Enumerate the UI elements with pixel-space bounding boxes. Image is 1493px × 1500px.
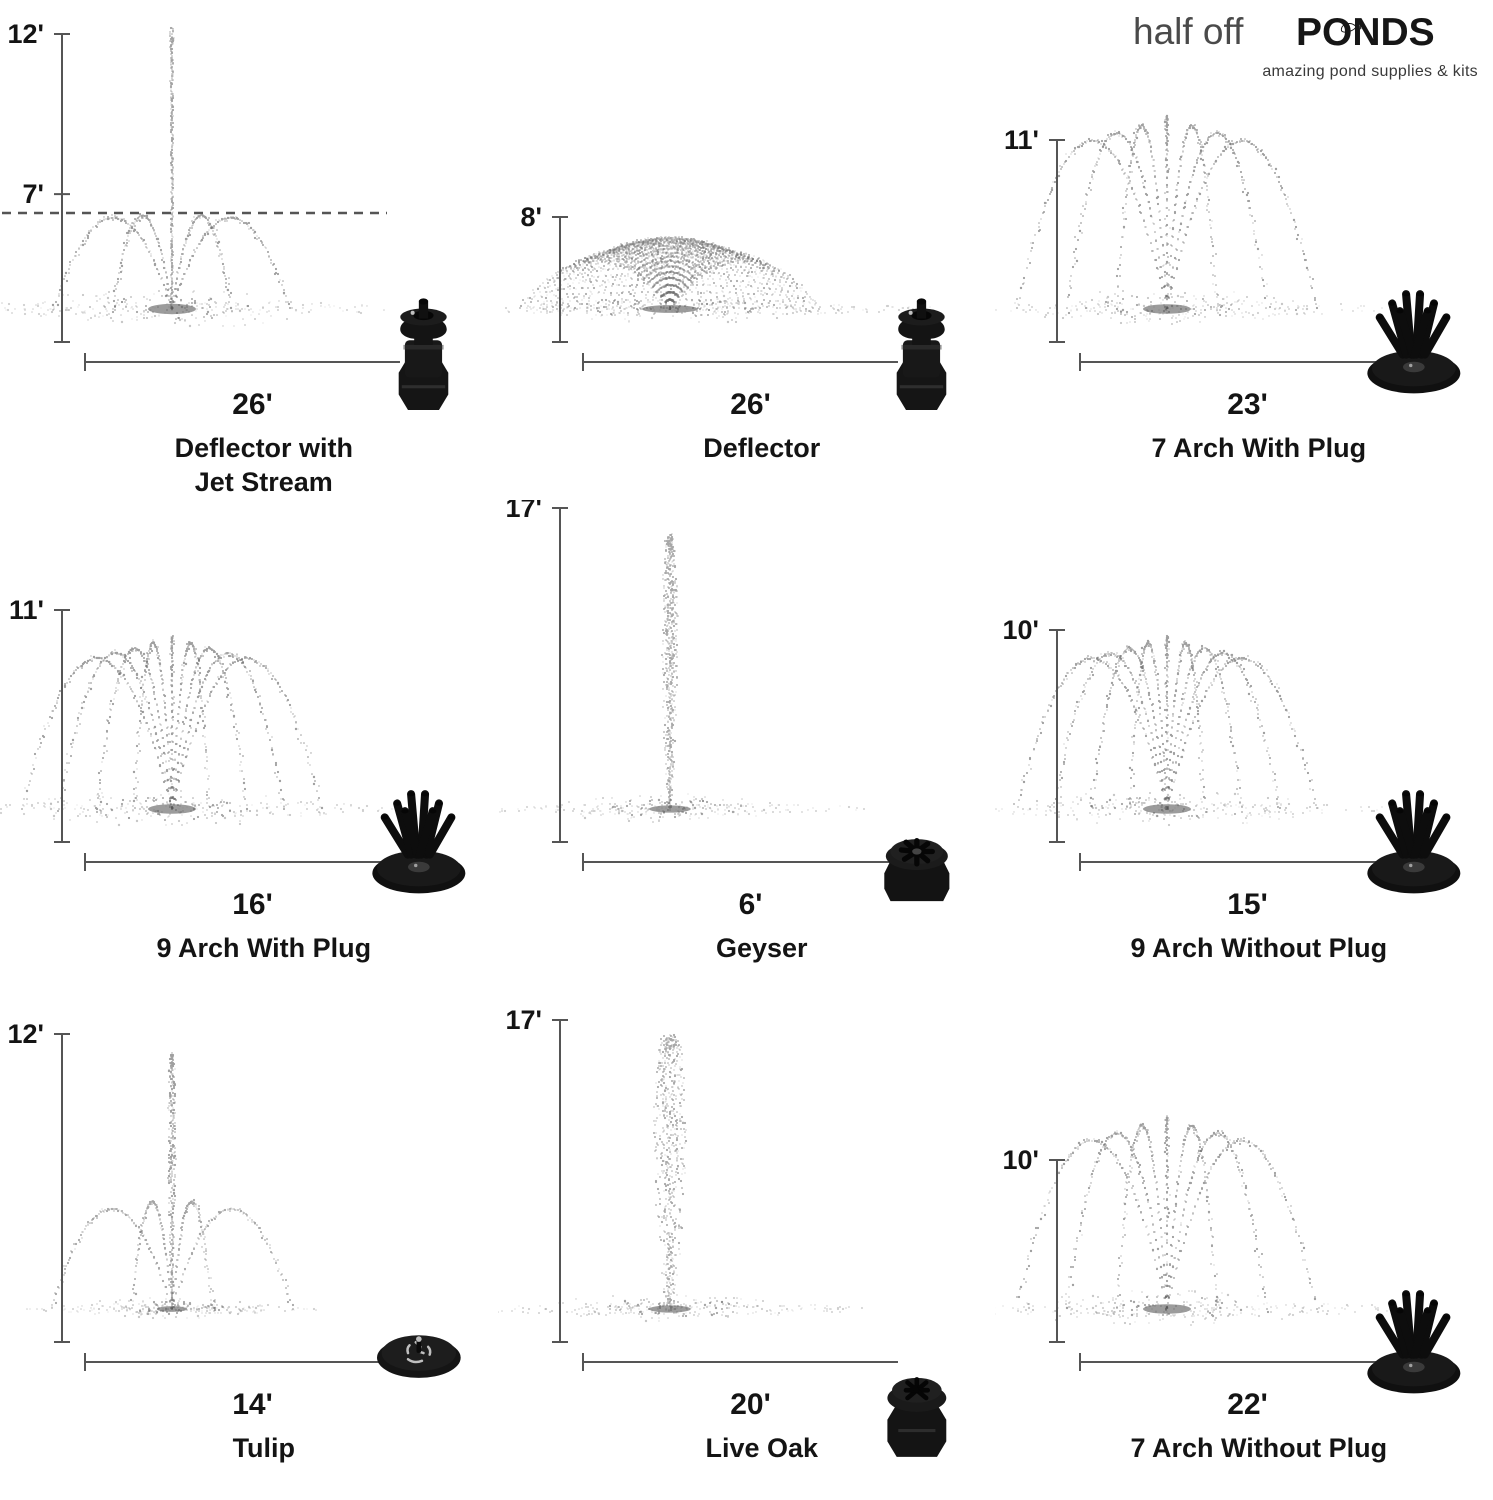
svg-text:12': 12' — [8, 19, 44, 49]
svg-text:Deflector: Deflector — [703, 433, 820, 463]
svg-text:26': 26' — [730, 388, 770, 421]
svg-text:Deflector with: Deflector with — [175, 433, 353, 463]
svg-text:Jet Stream: Jet Stream — [195, 467, 333, 497]
svg-text:26': 26' — [232, 388, 272, 421]
svg-text:8': 8' — [520, 202, 541, 232]
svg-text:7': 7' — [23, 179, 44, 209]
